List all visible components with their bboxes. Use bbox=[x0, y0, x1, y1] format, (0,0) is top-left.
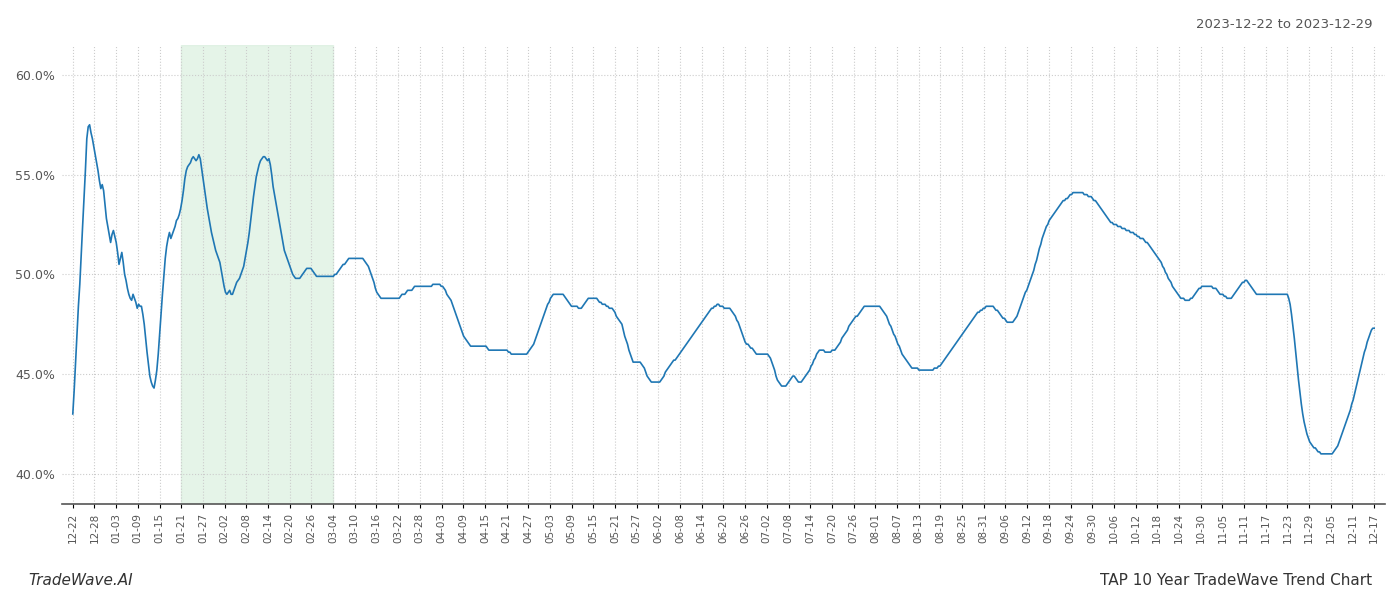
Text: TradeWave.AI: TradeWave.AI bbox=[28, 573, 133, 588]
Text: 2023-12-22 to 2023-12-29: 2023-12-22 to 2023-12-29 bbox=[1196, 18, 1372, 31]
Bar bbox=[181, 45, 333, 504]
Text: TAP 10 Year TradeWave Trend Chart: TAP 10 Year TradeWave Trend Chart bbox=[1100, 573, 1372, 588]
